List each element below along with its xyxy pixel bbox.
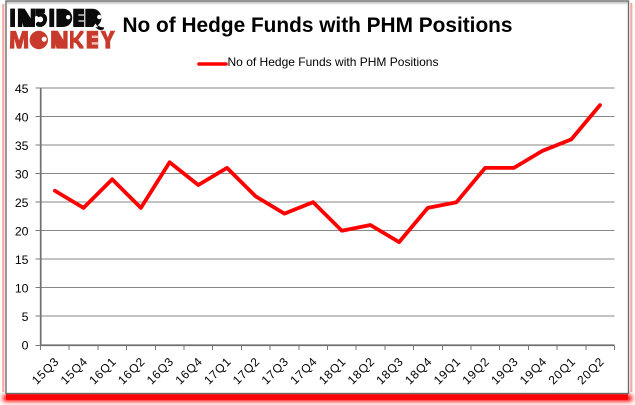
svg-text:15: 15 [15, 253, 29, 267]
svg-text:35: 35 [15, 139, 29, 153]
svg-text:0: 0 [22, 339, 29, 353]
svg-text:45: 45 [15, 82, 29, 96]
svg-text:No of Hedge Funds with PHM Pos: No of Hedge Funds with PHM Positions [228, 55, 439, 69]
svg-text:No of Hedge Funds with PHM Pos: No of Hedge Funds with PHM Positions [123, 12, 513, 37]
svg-text:30: 30 [15, 167, 29, 181]
svg-text:5: 5 [22, 310, 29, 324]
svg-text:20: 20 [15, 224, 29, 238]
svg-text:40: 40 [15, 110, 29, 124]
svg-text:10: 10 [15, 281, 29, 295]
svg-text:25: 25 [15, 196, 29, 210]
